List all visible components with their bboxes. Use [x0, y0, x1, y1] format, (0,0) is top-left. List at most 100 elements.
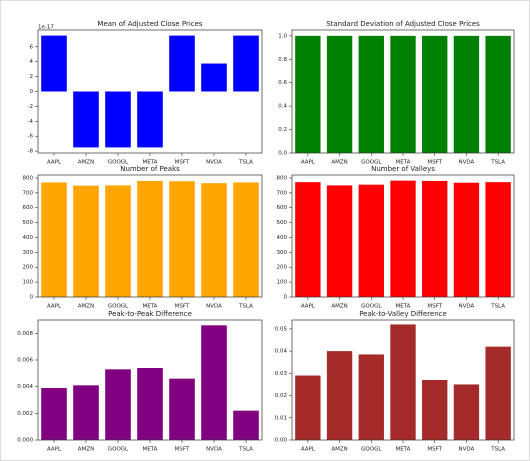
bar	[453, 182, 480, 297]
y-tick-label: 0.6	[278, 80, 287, 86]
y-tick-label: 1.0	[278, 33, 287, 39]
bar	[73, 91, 99, 148]
y-tick-label: 300	[277, 250, 288, 256]
y-tick-label: 500	[23, 220, 34, 226]
bar	[137, 180, 163, 297]
y-tick-label: 2	[30, 74, 34, 80]
y-tick-label: 0.00	[275, 438, 288, 444]
bar	[295, 375, 321, 440]
x-tick-label: AAPL	[47, 160, 62, 166]
subplot: Number of Peaks 0 100 200 300 400 500 600 700 800…	[23, 165, 263, 310]
x-tick-label: META	[396, 304, 411, 310]
bar	[233, 410, 259, 440]
x-tick-label: AMZN	[78, 160, 94, 166]
x-tick-label: META	[396, 160, 411, 166]
x-tick-label: TSLA	[490, 160, 505, 166]
x-tick-label: GOOGL	[108, 160, 129, 166]
y-tick-label: 0.05	[275, 326, 288, 332]
bar	[295, 182, 321, 297]
x-tick-label: NVDA	[459, 160, 475, 166]
x-tick-label: AMZN	[331, 447, 347, 453]
offset-label: 1e-17	[38, 25, 54, 31]
y-tick-label: 0.02	[275, 393, 287, 399]
y-tick-label: 0.0	[278, 151, 287, 157]
x-tick-label: MSFT	[427, 304, 442, 310]
x-tick-label: AMZN	[78, 447, 94, 453]
bar	[105, 185, 131, 297]
axes-frame	[37, 29, 263, 154]
x-tick-label: NVDA	[459, 447, 475, 453]
subplot: Number of Valleys 0 100 200 300 400 500 600 700 8…	[277, 165, 515, 310]
x-tick-label: TSLA	[490, 304, 505, 310]
y-tick-label: -2	[28, 104, 33, 110]
x-tick-label: GOOGL	[361, 160, 382, 166]
subplot-title: Number of Peaks	[120, 165, 180, 173]
bar	[358, 184, 384, 297]
y-tick-label: 600	[277, 205, 288, 211]
x-tick-label: AMZN	[331, 160, 347, 166]
x-tick-label: META	[396, 447, 411, 453]
y-tick-label: 800	[23, 175, 34, 181]
bar	[453, 35, 480, 153]
bar	[485, 182, 511, 297]
bar	[295, 35, 321, 153]
axes-frame	[37, 319, 263, 441]
bar	[41, 182, 67, 297]
bar	[326, 185, 353, 297]
y-tick-label: 0.4	[278, 104, 287, 110]
axes-frame	[291, 319, 515, 441]
x-tick-label: NVDA	[459, 304, 475, 310]
x-tick-label: AAPL	[47, 304, 62, 310]
y-tick-label: 0.004	[17, 384, 33, 390]
y-tick-label: 0.01	[275, 415, 287, 421]
y-tick-label: 800	[277, 175, 288, 181]
x-tick-label: GOOGL	[361, 304, 382, 310]
y-tick-label: 4	[30, 59, 34, 65]
x-tick-label: GOOGL	[108, 447, 129, 453]
y-tick-label: 600	[23, 205, 34, 211]
subplot: Standard Deviation of Adjusted Close Pri…	[278, 20, 515, 166]
x-tick-label: AAPL	[301, 160, 316, 166]
x-tick-label: NVDA	[206, 447, 222, 453]
y-tick-label: 0.2	[278, 127, 287, 133]
bar	[422, 380, 448, 440]
bar	[422, 180, 448, 297]
x-tick-label: TSLA	[238, 304, 253, 310]
subplot: Peak-to-Valley Difference 0.00 0.01 0.02 0.0…	[275, 310, 515, 453]
y-tick-label: 700	[277, 190, 288, 196]
bar	[485, 346, 511, 440]
y-tick-label: 200	[277, 265, 288, 271]
bar	[358, 35, 384, 153]
x-tick-label: MSFT	[427, 160, 442, 166]
bar	[201, 183, 227, 297]
bar	[41, 35, 67, 92]
y-tick-label: 500	[277, 220, 288, 226]
x-tick-label: MSFT	[175, 304, 190, 310]
bar	[358, 354, 384, 440]
bar	[169, 35, 195, 92]
y-tick-label: 100	[23, 280, 34, 286]
x-tick-label: MSFT	[427, 447, 442, 453]
y-tick-label: 6	[30, 44, 34, 50]
y-tick-label: 100	[277, 280, 288, 286]
y-tick-label: 400	[277, 235, 288, 241]
y-tick-label: 0.000	[17, 438, 33, 444]
bar	[326, 35, 353, 153]
axes-frame	[291, 174, 515, 298]
y-tick-label: 0.04	[275, 349, 288, 355]
x-tick-label: AMZN	[78, 304, 94, 310]
bar	[485, 35, 511, 153]
y-tick-label: -4	[28, 119, 34, 125]
x-tick-label: MSFT	[175, 447, 190, 453]
bar	[73, 185, 99, 297]
y-tick-label: 0.006	[17, 358, 33, 364]
subplot-title: Standard Deviation of Adjusted Close Pri…	[326, 20, 480, 28]
bar	[169, 378, 195, 440]
bar	[105, 369, 131, 440]
y-tick-label: -8	[28, 149, 34, 155]
x-tick-label: GOOGL	[361, 447, 382, 453]
x-tick-label: NVDA	[206, 304, 222, 310]
axes-frame	[291, 29, 515, 154]
y-tick-label: 0	[30, 89, 34, 95]
